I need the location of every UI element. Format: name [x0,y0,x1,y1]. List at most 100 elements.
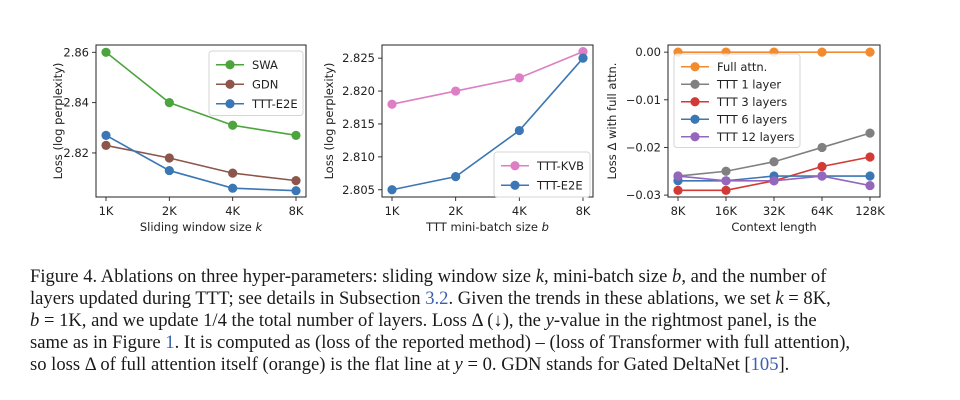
data-point [291,186,301,196]
data-point [865,171,875,181]
x-tick-label: 4K [512,204,527,218]
legend-item: Full attn. [681,60,767,74]
legend-item: SWA [216,58,278,72]
plot-frame [667,44,881,198]
data-point [164,98,174,108]
cross-reference-link[interactable]: 1 [165,332,175,353]
caption-text: layers updated during TTT; see details i… [30,288,426,309]
legend-box [673,53,801,148]
data-point [228,120,238,130]
caption-text: same as in Figure [30,332,166,353]
legend-swatch-marker [225,99,235,109]
caption-text: , and the number of [681,266,827,287]
x-tick-label: 8K [576,204,591,218]
figure-caption: Figure 4. Ablations on three hyper-param… [30,266,940,376]
legend-swatch-marker [225,79,235,89]
legend-label: TTT 3 layers [716,95,787,109]
data-point [721,185,731,195]
x-tick-label: 16K [715,204,738,218]
data-point [673,185,683,195]
math-variable: y [545,310,554,331]
x-tick-label: 2K [162,204,177,218]
y-tick-label: 2.805 [342,183,375,197]
x-tick-label: 32K [763,204,786,218]
legend-swatch-marker [690,132,700,142]
y-tick-label: 2.825 [342,51,375,65]
y-axis-label: Loss (log perplexity) [322,63,336,180]
y-tick-label: −0.01 [626,93,661,107]
caption-text: . It is computed as (loss of the reporte… [174,332,851,353]
y-axis-label: Loss Δ with full attn. [605,63,619,180]
data-point [101,47,111,57]
math-variable: b [672,266,682,287]
data-point [291,130,301,140]
caption-line: so loss Δ of full attention itself (oran… [30,354,940,376]
legend-swatch-marker [510,180,520,190]
y-tick-label: 2.84 [63,96,89,110]
data-point [865,152,875,162]
data-point [769,157,779,167]
y-tick-label: 2.86 [63,45,89,59]
data-point [387,99,397,109]
legend-item: TTT 3 layers [681,95,787,109]
figure-4-charts: 1K 2K 4K 8K 2.82 2.84 2.86 Sliding window size … [51,44,885,234]
series-line-gdn [105,144,297,182]
data-point [817,47,827,57]
series-group [387,46,588,195]
data-point [451,86,461,96]
y-tick-label: 2.820 [342,84,375,98]
caption-line: layers updated during TTT; see details i… [30,288,940,310]
legend-swatch-marker [690,114,700,124]
plot-frame [381,44,594,198]
caption-text: = 0. GDN stands for Gated DeltaNet [ [462,354,751,375]
x-axis-label: Context length [731,220,816,234]
y-axis-label: Loss (log perplexity) [51,63,65,180]
x-tick-label: 8K [289,204,304,218]
y-tick-label: 0.00 [635,45,661,59]
data-point [865,180,875,191]
legend-label: Full attn. [717,60,767,74]
data-point [578,46,588,57]
data-point [817,171,827,181]
chart-panel-context-length: 8K 16K 32K 64K 128K 0.00 −0.01 −0.02 −0.03 Contex… [605,44,885,234]
legend-item: TTT 1 layer [681,77,781,91]
x-tick-label: 4K [225,204,240,218]
series-group [101,47,301,196]
legend-item: TTT-KVB [501,159,584,173]
y-tick-label: 2.82 [63,146,89,160]
chart-panel-mini-batch: 1K 2K 4K 8K 2.805 2.810 2.815 2.820 2.825 TTT min… [322,44,594,234]
series-line-swa [105,51,297,137]
data-point [673,171,683,181]
data-point [228,183,238,193]
caption-text: so loss Δ of full attention itself (oran… [30,354,455,375]
data-point [101,130,111,140]
caption-text: , mini-batch size [543,266,673,287]
caption-text: Figure 4. Ablations on three hyper-param… [30,266,536,287]
y-tick-label: −0.02 [626,140,661,154]
math-variable: k [775,288,784,309]
data-point [721,166,731,176]
x-tick-label: 128K [855,204,885,218]
data-point [865,128,875,138]
data-point [865,47,875,57]
legend-label: TTT 1 layer [716,77,781,91]
x-axis-label: Sliding window size k [140,220,264,234]
caption-text: -value in the rightmost panel, is the [553,310,817,331]
math-variable: y [454,354,463,375]
cross-reference-link[interactable]: 105 [750,354,779,375]
data-point [817,161,827,172]
legend-label: TTT-E2E [536,178,583,192]
data-point [228,168,238,178]
series-line-ttt-kvb [391,50,584,106]
caption-line: b = 1K, and we update 1/4 the total numb… [30,310,940,332]
legend-item: TTT 6 layers [681,112,787,126]
cross-reference-link[interactable]: 3.2 [425,288,449,309]
legend-swatch-marker [510,161,520,171]
legend-item: GDN [216,77,278,91]
legend-label: GDN [252,77,278,91]
series-line-ttt-e2e [391,57,584,191]
plot-frame [95,44,307,198]
chart-panel-sliding-window: 1K 2K 4K 8K 2.82 2.84 2.86 Sliding window size … [51,44,307,234]
caption-text: = 8K, [783,288,831,309]
x-tick-label: 1K [99,204,114,218]
